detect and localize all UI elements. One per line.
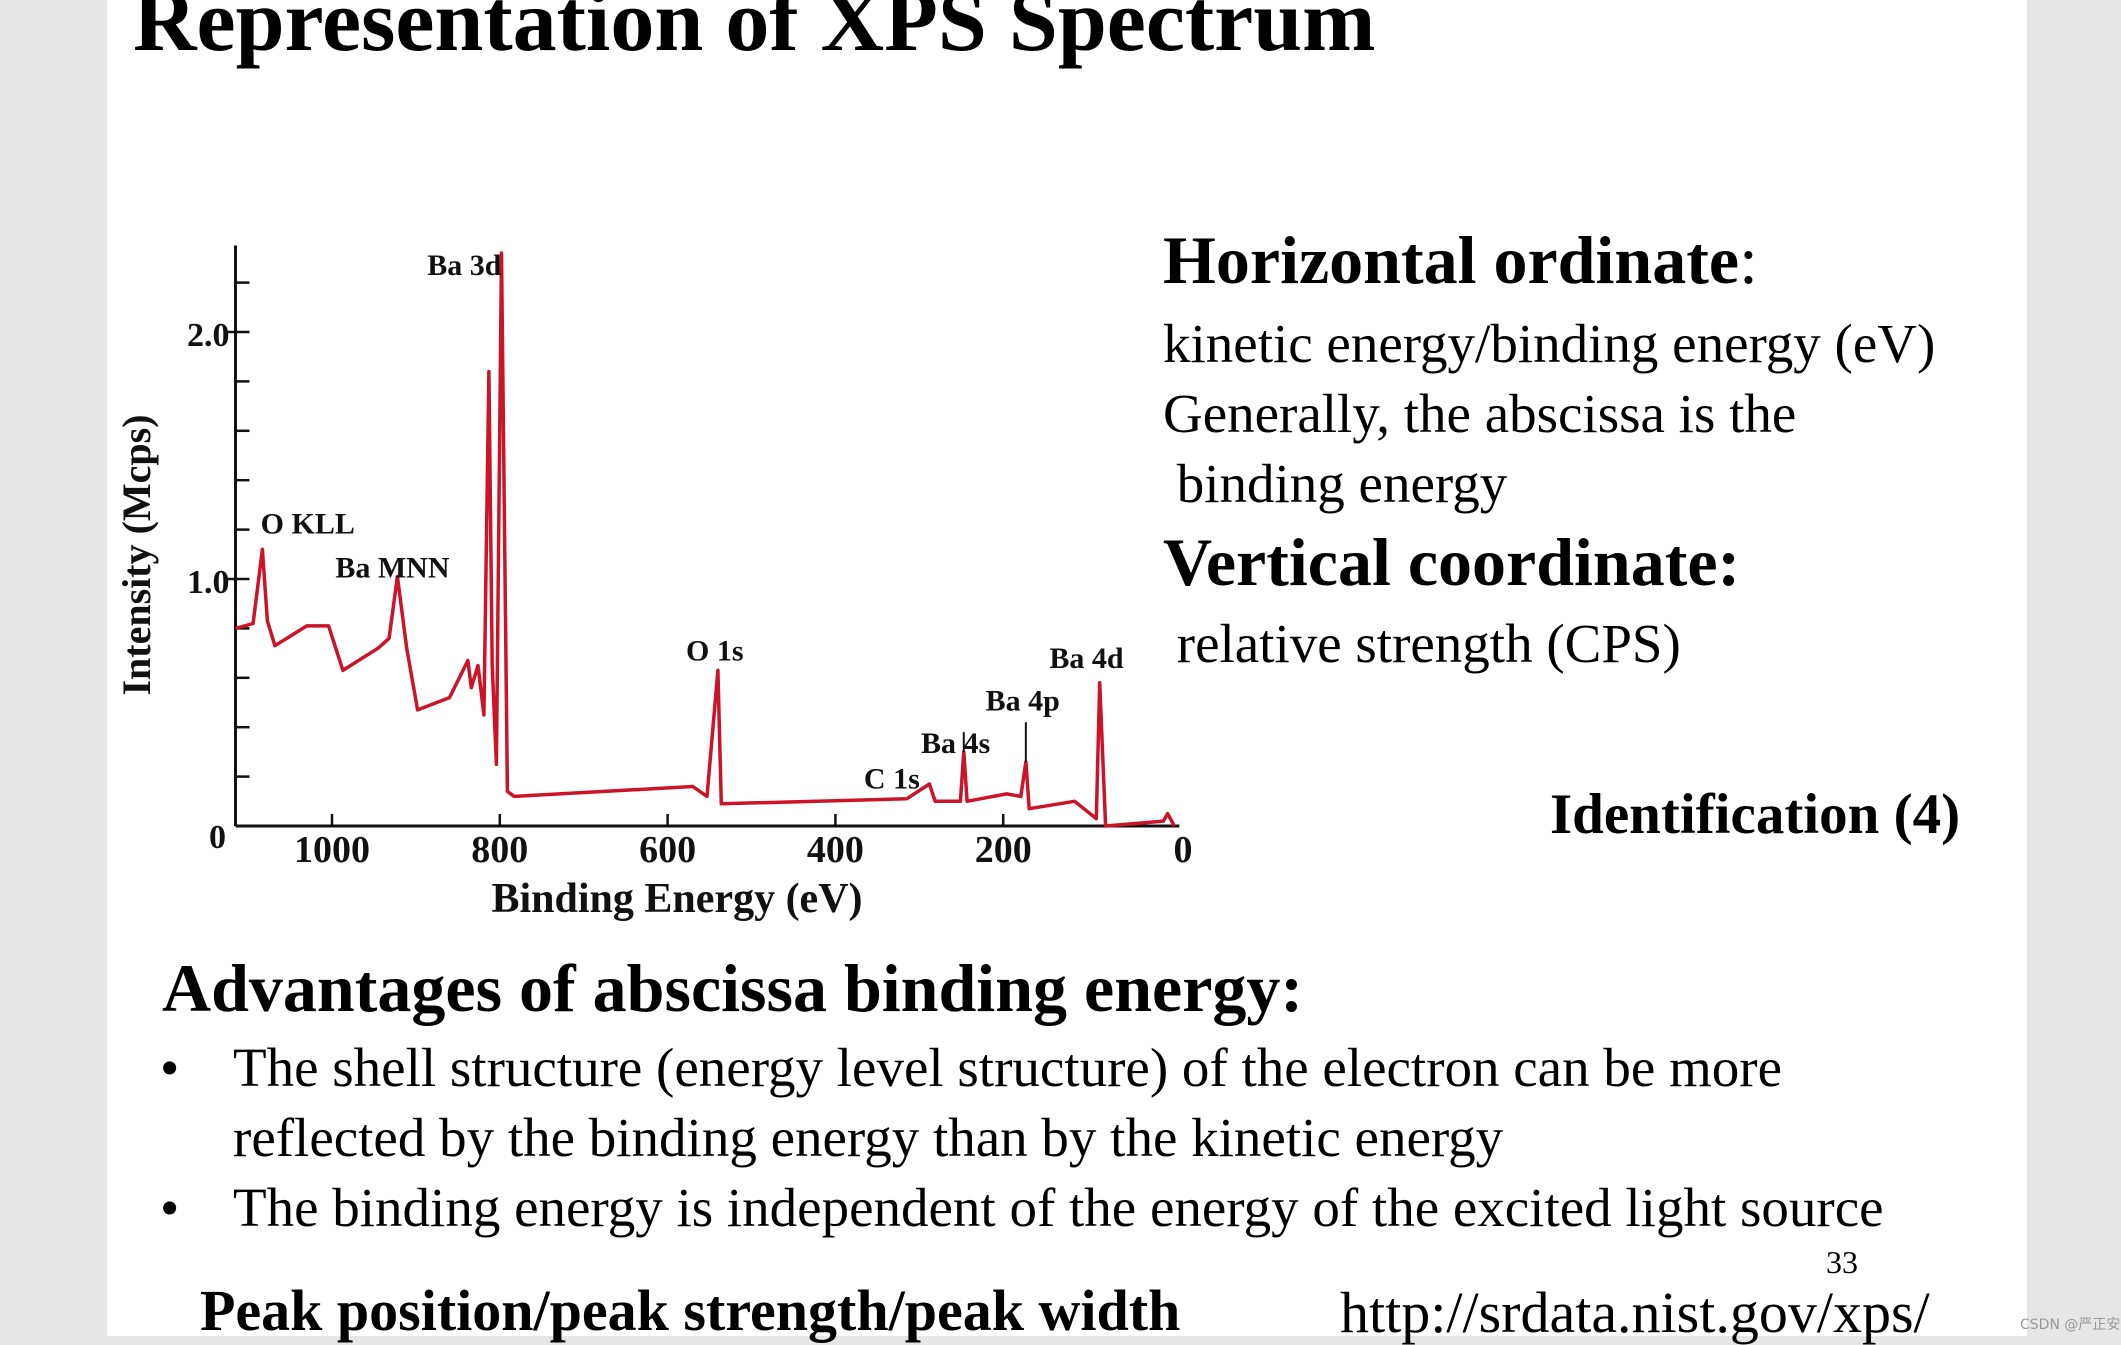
bullet-1-line-1: The shell structure (energy level struct…: [233, 1037, 1782, 1098]
page-number: 33: [1826, 1244, 1858, 1280]
x-tick-label: 800: [471, 829, 528, 871]
peak-text: Peak position/peak strength/peak width: [200, 1278, 1181, 1343]
horizontal-heading-line: Horizontal ordinate:: [1163, 226, 1758, 294]
nist-url-link[interactable]: http://srdata.nist.gov/xps/: [1340, 1280, 1930, 1345]
vertical-heading: Vertical coordinate:: [1163, 524, 1741, 600]
bullet-1-symbol: •: [160, 1037, 180, 1098]
bullet-2-symbol: •: [160, 1177, 180, 1238]
x-axis-label: Binding Energy (eV): [491, 876, 862, 922]
vertical-line: relative strength (CPS): [1163, 613, 1681, 674]
peak-label: Ba 4p: [986, 684, 1060, 717]
watermark: CSDN @严正安: [2020, 1317, 2121, 1333]
peak-label: Ba 4s: [921, 727, 990, 760]
bullet-1-line-2: reflected by the binding energy than by …: [233, 1107, 1504, 1168]
x-tick-label: 200: [975, 829, 1032, 871]
horizontal-line-3: binding energy: [1163, 453, 1508, 514]
peak-label: Ba 4d: [1049, 642, 1124, 675]
horizontal-heading: Horizontal ordinate: [1163, 222, 1740, 298]
spectrum-line: [235, 251, 1176, 828]
peak-label: Ba MNN: [335, 552, 449, 585]
x-tick-label: 0: [1174, 829, 1193, 871]
slide-title: Representation of XPS Spectrum: [133, 0, 1376, 70]
peak-label: Ba 3d: [427, 249, 502, 282]
x-tick-label: 600: [639, 829, 696, 871]
peak-label: C 1s: [864, 763, 920, 796]
advantages-heading: Advantages of abscissa binding energy:: [162, 950, 1304, 1026]
bullet-2-line-1: The binding energy is independent of the…: [233, 1177, 1884, 1238]
y-tick-label: 0: [209, 819, 226, 856]
peak-label: O 1s: [686, 635, 744, 668]
y-tick-label: 2.0: [187, 317, 230, 354]
horizontal-colon: :: [1739, 222, 1758, 298]
y-axis-label: Intensity (Mcps): [114, 414, 159, 695]
slide: [107, 0, 2027, 1336]
identification-label: Identification (4): [1550, 783, 1961, 846]
y-tick-label: 1.0: [187, 564, 230, 601]
x-tick-label: 1000: [294, 829, 370, 871]
horizontal-line-1: kinetic energy/binding energy (eV): [1163, 313, 1936, 374]
peak-label: O KLL: [261, 507, 355, 540]
x-tick-label: 400: [807, 829, 864, 871]
horizontal-line-2: Generally, the abscissa is the: [1163, 383, 1797, 444]
